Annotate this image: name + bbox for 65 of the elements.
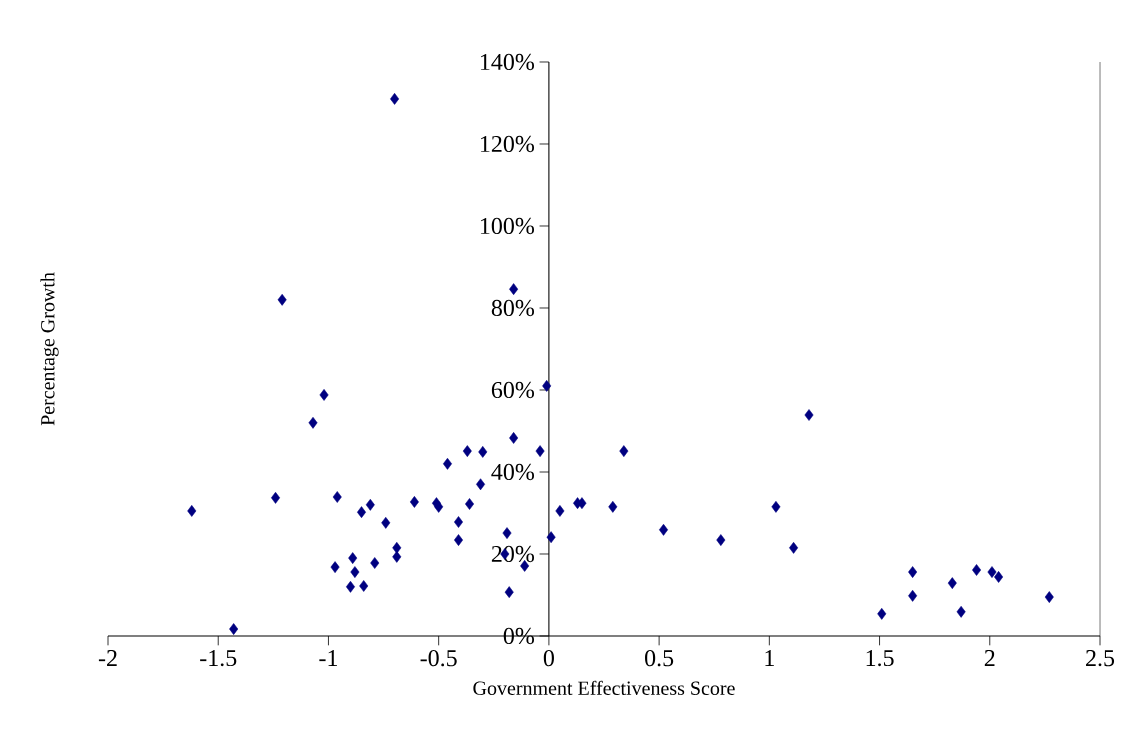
y-tick-label: 140% [480,53,535,71]
point [390,93,400,105]
point [370,557,380,569]
point [454,516,463,528]
point [187,505,197,517]
x-tick-label: -0.5 [420,650,457,667]
point [908,589,918,602]
x-axis-title: Government Effectiveness Score [473,680,735,695]
x-tick-label: 0.5 [645,650,674,667]
point [271,491,281,504]
point [319,389,329,401]
y-tick-label: 100% [480,217,535,235]
point [509,283,519,295]
point [956,605,966,618]
point [789,541,799,554]
point [332,491,342,503]
point [535,445,545,457]
y-tick-label: 80% [491,299,535,317]
point [994,571,1004,583]
y-tick-label: 40% [491,463,535,481]
point [392,551,402,563]
point [330,561,340,573]
point [504,586,514,598]
point [546,531,556,544]
x-tick-label: -2 [98,650,117,666]
x-tick-label: 1 [765,650,774,666]
x-tick-label: 2.5 [1086,650,1115,667]
x-tick-label: 1.5 [866,650,894,667]
x-tick-label: 2 [984,650,995,666]
point [804,409,814,421]
point [277,293,287,306]
point [608,500,618,513]
y-tick-label: 120% [480,135,535,153]
point [555,505,565,517]
x-tick-label: -1.5 [200,650,237,667]
point [229,623,239,635]
point [308,416,318,429]
point [509,432,519,444]
x-tick-label: 0 [543,650,554,667]
point [381,516,391,529]
point [359,580,369,592]
point [409,496,419,508]
point [619,445,629,457]
point [476,478,486,491]
point [908,566,918,578]
point [465,498,474,510]
point [348,552,358,564]
point [365,498,375,511]
y-tick-label: 0% [503,627,535,645]
y-axis-title: Percentage Growth [40,272,59,426]
point [542,380,552,392]
point [987,566,997,578]
point [1044,591,1054,603]
x-tick-label: -1 [319,650,337,666]
point [502,527,512,539]
point [877,607,887,620]
y-tick-label: 60% [491,381,535,399]
point [350,566,360,578]
point [972,564,982,576]
point [947,577,957,589]
point [716,534,726,546]
point [771,500,781,513]
point [462,445,472,457]
point [478,446,488,458]
point [454,534,463,546]
